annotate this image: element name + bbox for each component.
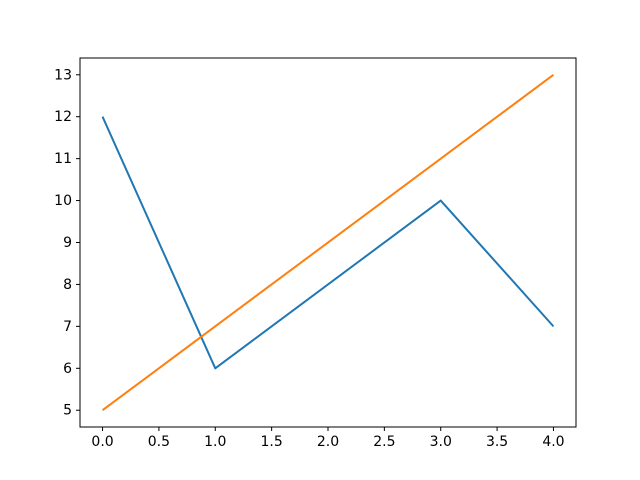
y-tick-label: 13	[54, 67, 72, 83]
x-tick-label: 0.5	[148, 434, 170, 450]
y-tick-label: 7	[63, 319, 72, 335]
x-tick-label: 2.5	[373, 434, 395, 450]
axes-group: 0.0 0.5 1.0 1.5 2.0 2.5 3.0 3.5 4.0 5 6 7 8 9 10 11 12 13	[54, 57, 577, 450]
x-tick-label: 1.5	[261, 434, 283, 450]
y-tick-label: 11	[54, 151, 72, 167]
series-group	[101, 73, 555, 412]
y-tick-label: 5	[63, 403, 72, 419]
line-series-1-blue	[101, 116, 555, 370]
y-tick-label: 10	[54, 193, 72, 209]
y-tick-label: 12	[54, 109, 72, 125]
x-tick-label: 3.5	[486, 434, 508, 450]
x-tick-label: 1.0	[204, 434, 226, 450]
x-tick-label: 3.0	[430, 434, 452, 450]
line-series-2-orange	[101, 73, 555, 412]
x-tick-label: 0.0	[91, 434, 113, 450]
y-tick-label: 9	[63, 235, 72, 251]
y-tick-label: 6	[63, 361, 72, 377]
x-tick-label: 4.0	[542, 434, 564, 450]
y-tick-label: 8	[63, 277, 72, 293]
x-tick-label: 2.0	[317, 434, 339, 450]
